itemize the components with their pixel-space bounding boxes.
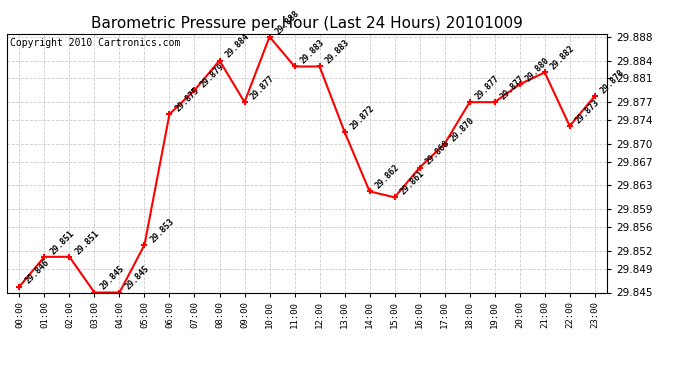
Title: Barometric Pressure per Hour (Last 24 Hours) 20101009: Barometric Pressure per Hour (Last 24 Ho… xyxy=(91,16,523,31)
Text: 29.883: 29.883 xyxy=(299,38,326,66)
Text: 29.879: 29.879 xyxy=(199,62,226,90)
Text: 29.872: 29.872 xyxy=(348,104,376,131)
Text: 29.851: 29.851 xyxy=(48,228,76,256)
Text: 29.882: 29.882 xyxy=(549,44,576,72)
Text: 29.870: 29.870 xyxy=(448,116,476,143)
Text: 29.862: 29.862 xyxy=(374,163,402,190)
Text: 29.875: 29.875 xyxy=(174,86,201,113)
Text: 29.846: 29.846 xyxy=(23,258,51,286)
Text: 29.877: 29.877 xyxy=(248,74,276,101)
Text: 29.888: 29.888 xyxy=(274,8,302,36)
Text: Copyright 2010 Cartronics.com: Copyright 2010 Cartronics.com xyxy=(10,38,180,48)
Text: 29.853: 29.853 xyxy=(148,216,176,244)
Text: 29.880: 29.880 xyxy=(524,56,551,84)
Text: 29.845: 29.845 xyxy=(99,264,126,292)
Text: 29.877: 29.877 xyxy=(474,74,502,101)
Text: 29.866: 29.866 xyxy=(424,139,451,167)
Text: 29.873: 29.873 xyxy=(574,98,602,125)
Text: 29.861: 29.861 xyxy=(399,169,426,196)
Text: 29.851: 29.851 xyxy=(74,228,101,256)
Text: 29.884: 29.884 xyxy=(224,32,251,60)
Text: 29.883: 29.883 xyxy=(324,38,351,66)
Text: 29.877: 29.877 xyxy=(499,74,526,101)
Text: 29.845: 29.845 xyxy=(124,264,151,292)
Text: 29.878: 29.878 xyxy=(599,68,627,95)
